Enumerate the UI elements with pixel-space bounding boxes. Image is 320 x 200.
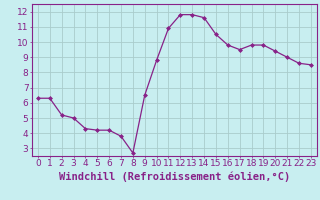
X-axis label: Windchill (Refroidissement éolien,°C): Windchill (Refroidissement éolien,°C) [59, 171, 290, 182]
